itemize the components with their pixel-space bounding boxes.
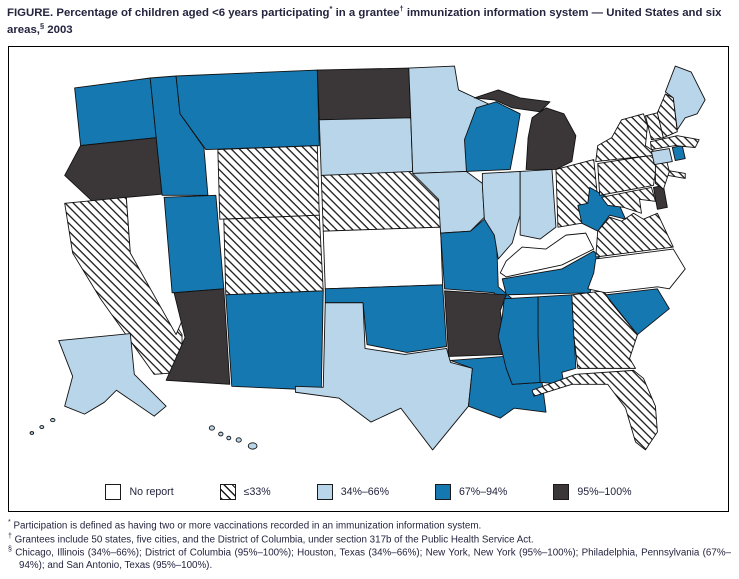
state-north-dakota xyxy=(316,67,412,121)
footnote-text: Grantees include 50 states, five cities,… xyxy=(11,533,534,545)
state-wyoming xyxy=(217,145,320,220)
state-texas xyxy=(294,302,473,451)
state-maine xyxy=(664,65,706,131)
legend-swatch-95-100 xyxy=(553,484,570,500)
state-indiana xyxy=(519,169,557,240)
state-alabama xyxy=(537,294,577,385)
state-kansas xyxy=(322,226,444,290)
state-hawaii xyxy=(247,442,258,450)
title-text: FIGURE. Percentage of children aged <6 y… xyxy=(7,6,330,19)
state-kentucky xyxy=(499,232,595,278)
legend-swatch-34-66 xyxy=(316,484,333,500)
state-delaware xyxy=(652,184,668,210)
state-north-carolina xyxy=(587,248,686,294)
legend-swatch-le33 xyxy=(219,484,236,500)
legend: No report ≤33% 34%–66% 67%–94% 95%–100% xyxy=(9,484,728,500)
legend-item-34-66: 34%–66% xyxy=(316,484,389,500)
state-oregon xyxy=(64,137,163,204)
footnote-symbol: § xyxy=(8,546,12,554)
legend-swatch-no_report xyxy=(105,484,122,500)
state-hawaii xyxy=(226,435,232,441)
figure-box: No report ≤33% 34%–66% 67%–94% 95%–100% xyxy=(8,46,729,512)
legend-item-95-100: 95%–100% xyxy=(553,484,632,500)
state-south-dakota xyxy=(318,117,414,176)
legend-label-95-100: 95%–100% xyxy=(577,486,632,498)
state-arizona xyxy=(165,288,231,385)
state-alaska xyxy=(39,425,45,429)
state-iowa xyxy=(412,171,485,234)
state-alaska xyxy=(50,418,56,423)
state-hawaii xyxy=(218,431,224,437)
title-superscript: § xyxy=(39,20,45,30)
state-utah xyxy=(163,194,225,294)
title-superscript: † xyxy=(399,4,404,13)
state-maryland xyxy=(601,186,656,214)
title-text: in a grantee xyxy=(332,6,400,19)
legend-label-le33: ≤33% xyxy=(243,486,271,498)
figure-title: FIGURE. Percentage of children aged <6 y… xyxy=(7,4,734,37)
legend-item-no_report: No report xyxy=(105,484,174,500)
state-alaska xyxy=(29,431,35,435)
footnote-3: § Chicago, Illinois (34%–66%); District … xyxy=(8,546,731,572)
state-alaska xyxy=(58,333,167,417)
legend-item-67-94: 67%–94% xyxy=(435,484,507,500)
legend-label-67-94: 67%–94% xyxy=(459,486,508,498)
legend-label-no_report: No report xyxy=(129,486,174,498)
state-rhode-island xyxy=(671,145,686,161)
state-virginia xyxy=(595,212,674,258)
state-connecticut xyxy=(650,148,673,165)
state-missouri xyxy=(440,218,513,302)
state-washington xyxy=(74,77,157,147)
title-text: immunization information system — United… xyxy=(7,6,722,36)
title-text: 2003 xyxy=(44,23,73,36)
state-michigan xyxy=(473,89,577,170)
state-colorado xyxy=(223,214,324,296)
footnote-text: Participation is defined as having two o… xyxy=(10,520,482,532)
legend-swatch-67-94 xyxy=(435,484,451,500)
state-georgia xyxy=(571,290,638,369)
legend-item-le33: ≤33% xyxy=(219,484,271,500)
footnote-1: * Participation is defined as having two… xyxy=(8,519,731,533)
footnote-symbol: * xyxy=(8,519,11,526)
state-hawaii xyxy=(208,425,215,431)
state-new-mexico xyxy=(225,290,324,391)
footnote-2: † Grantees include 50 states, five citie… xyxy=(8,533,731,547)
footnote-text: Chicago, Illinois (34%–66%); District of… xyxy=(11,547,731,571)
state-florida xyxy=(531,369,658,451)
title-superscript: * xyxy=(329,4,333,13)
state-south-carolina xyxy=(605,288,670,336)
footnotes: * Participation is defined as having two… xyxy=(8,519,731,572)
state-arkansas xyxy=(444,290,507,357)
state-montana xyxy=(175,69,320,151)
footnote-symbol: † xyxy=(8,532,12,540)
us-map xyxy=(29,65,706,451)
state-massachusetts xyxy=(649,135,700,151)
state-wisconsin xyxy=(464,101,521,172)
legend-label-34-66: 34%–66% xyxy=(340,486,389,498)
state-hawaii xyxy=(235,437,242,443)
